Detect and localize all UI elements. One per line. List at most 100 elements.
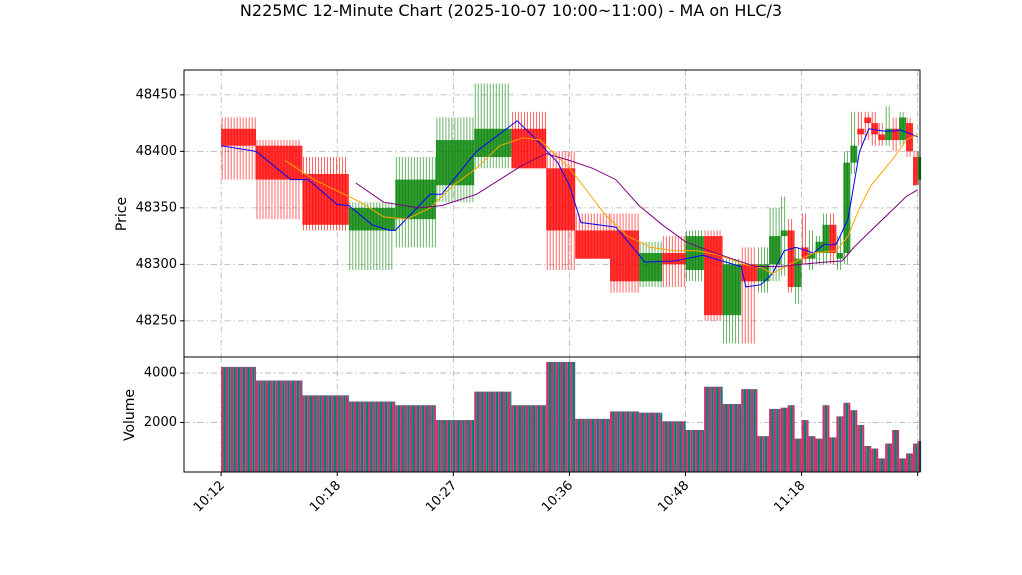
volume-strand <box>270 380 273 472</box>
volume-strand <box>878 458 881 472</box>
volume-strand <box>555 361 559 472</box>
candle <box>885 106 893 146</box>
volume-strand <box>817 438 821 472</box>
volume-strand <box>587 418 590 472</box>
candle-body <box>757 264 770 282</box>
volume-strand <box>223 366 226 472</box>
volume-strand <box>455 420 458 472</box>
x-tick-label: 10:12 <box>191 478 228 515</box>
volume-strand <box>748 389 751 472</box>
volume-strand <box>610 411 613 472</box>
candle <box>722 258 742 344</box>
volume-strand <box>769 408 772 472</box>
volume-strand <box>336 395 339 472</box>
candle <box>704 230 723 321</box>
ma-slow-line <box>355 153 918 268</box>
volume-strand <box>695 429 698 472</box>
volume-strand <box>679 421 682 472</box>
volume-strand <box>400 405 403 472</box>
volume-strand <box>792 405 795 472</box>
volume-strand <box>732 403 735 472</box>
volume-strand <box>917 441 921 472</box>
volume-strand <box>228 366 231 472</box>
price-panel: 48250 48300 48350 48400 48450 Price <box>114 69 922 358</box>
volume-strand <box>708 386 712 472</box>
volume-strand <box>225 366 229 472</box>
candle <box>741 247 758 344</box>
volume-strand <box>820 438 823 472</box>
volume-strand <box>495 391 499 472</box>
volume-strand <box>651 412 654 472</box>
volume-strand <box>510 391 512 472</box>
volume-strand <box>799 438 802 472</box>
volume-strand <box>667 421 670 472</box>
volume-bar <box>794 438 802 472</box>
volume-strand <box>287 380 290 472</box>
volume-strand <box>803 420 807 472</box>
candle-body <box>395 179 436 220</box>
volume-strand <box>370 401 373 472</box>
candle <box>850 111 858 174</box>
volume-bar <box>850 410 858 472</box>
volume-strand <box>296 380 300 472</box>
volume-strand <box>240 366 243 472</box>
volume-strand <box>284 380 288 472</box>
volume-strand <box>358 401 361 472</box>
candle-body <box>913 157 918 186</box>
candle <box>794 247 802 304</box>
volume-strand <box>773 408 777 472</box>
candle-body <box>836 253 844 259</box>
candle-body <box>780 230 788 237</box>
candle <box>395 157 436 248</box>
volume-strand <box>277 380 280 472</box>
volume-strand <box>767 436 770 472</box>
volume-strand <box>307 395 310 472</box>
volume-strand <box>230 366 234 472</box>
volume-strand <box>592 418 595 472</box>
candle-body <box>741 264 758 282</box>
volume-strand <box>729 403 733 472</box>
price-y-ticks: 48250 48300 48350 48400 48450 <box>136 87 184 328</box>
volume-strand <box>626 411 630 472</box>
volume-strand <box>567 361 571 472</box>
volume-strand <box>815 438 818 472</box>
volume-strand <box>843 402 846 472</box>
volume-bar <box>435 420 475 472</box>
volume-strand <box>631 411 635 472</box>
volume-bar <box>722 403 742 472</box>
volume-strand <box>785 407 788 472</box>
candle <box>546 151 576 270</box>
volume-strand <box>639 412 642 472</box>
volume-bar <box>348 401 396 472</box>
volume-strand <box>550 361 554 472</box>
volume-strand <box>409 405 413 472</box>
volume-bar <box>221 366 256 472</box>
volume-strand <box>471 420 475 472</box>
volume-strand <box>237 366 241 472</box>
volume-strand <box>653 412 656 472</box>
volume-strand <box>913 443 916 472</box>
volume-strand <box>486 391 489 472</box>
volume-strand <box>247 366 250 472</box>
volume-strand <box>580 418 583 472</box>
candle <box>302 157 349 231</box>
volume-bar <box>829 437 837 472</box>
candle <box>829 213 837 265</box>
candle-body <box>850 145 858 163</box>
x-tick-label: 10:18 <box>307 478 344 515</box>
volume-strand <box>787 405 791 472</box>
candle <box>878 123 886 146</box>
volume-bar <box>917 441 922 472</box>
candle-body <box>857 128 865 135</box>
volume-strand <box>421 405 425 472</box>
volume-strand <box>718 386 721 472</box>
volume-strand <box>864 446 867 472</box>
volume-strand <box>491 391 494 472</box>
volume-strand <box>575 418 578 472</box>
volume-strand <box>242 366 246 472</box>
price-tick-label: 48350 <box>136 200 177 215</box>
volume-strand <box>838 416 842 472</box>
candle-body <box>892 128 900 141</box>
volume-strand <box>520 405 524 472</box>
candle <box>801 213 809 265</box>
